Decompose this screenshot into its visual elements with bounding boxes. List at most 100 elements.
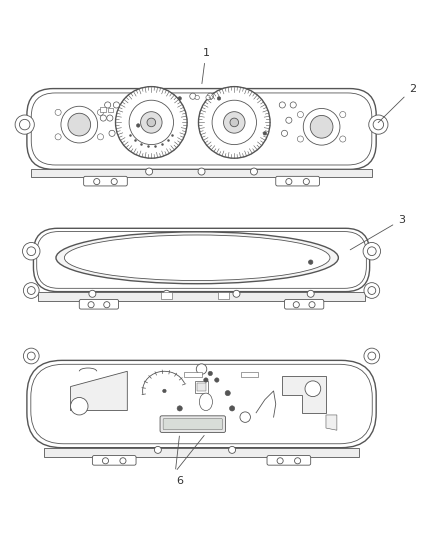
FancyBboxPatch shape bbox=[37, 231, 366, 288]
Circle shape bbox=[286, 179, 292, 184]
FancyBboxPatch shape bbox=[84, 176, 127, 186]
Circle shape bbox=[294, 458, 300, 464]
Circle shape bbox=[297, 136, 304, 142]
FancyBboxPatch shape bbox=[285, 300, 324, 309]
Circle shape bbox=[373, 119, 384, 130]
Polygon shape bbox=[326, 415, 337, 430]
Circle shape bbox=[223, 112, 245, 133]
FancyBboxPatch shape bbox=[31, 364, 372, 444]
Polygon shape bbox=[283, 376, 326, 413]
Text: 3: 3 bbox=[350, 215, 405, 250]
Circle shape bbox=[208, 372, 212, 376]
Circle shape bbox=[105, 102, 111, 108]
Circle shape bbox=[154, 446, 161, 454]
Bar bbox=[44, 448, 359, 457]
Circle shape bbox=[230, 406, 235, 411]
Circle shape bbox=[364, 348, 380, 364]
Circle shape bbox=[15, 115, 34, 134]
FancyBboxPatch shape bbox=[267, 456, 311, 465]
Circle shape bbox=[61, 106, 98, 143]
Circle shape bbox=[19, 119, 30, 130]
Bar bbox=[195, 381, 208, 393]
Circle shape bbox=[217, 96, 221, 100]
Bar bbox=[197, 383, 206, 391]
Circle shape bbox=[111, 179, 117, 184]
Circle shape bbox=[308, 260, 313, 264]
Circle shape bbox=[297, 111, 304, 118]
Circle shape bbox=[305, 381, 321, 397]
Circle shape bbox=[97, 109, 103, 116]
Circle shape bbox=[23, 282, 39, 298]
Circle shape bbox=[240, 412, 251, 422]
Circle shape bbox=[277, 458, 283, 464]
Circle shape bbox=[230, 118, 239, 127]
Circle shape bbox=[27, 352, 35, 360]
FancyBboxPatch shape bbox=[27, 88, 376, 169]
Circle shape bbox=[251, 168, 258, 175]
Circle shape bbox=[178, 96, 181, 100]
Circle shape bbox=[204, 378, 208, 382]
Circle shape bbox=[196, 364, 207, 374]
Bar bbox=[31, 169, 372, 177]
Circle shape bbox=[293, 302, 299, 308]
Circle shape bbox=[368, 287, 376, 294]
Circle shape bbox=[340, 136, 346, 142]
Circle shape bbox=[137, 124, 140, 127]
Circle shape bbox=[279, 102, 286, 108]
Circle shape bbox=[129, 100, 173, 144]
Circle shape bbox=[147, 118, 155, 127]
Circle shape bbox=[309, 302, 315, 308]
Circle shape bbox=[307, 290, 314, 297]
Circle shape bbox=[263, 132, 267, 135]
Circle shape bbox=[94, 179, 100, 184]
Circle shape bbox=[364, 282, 380, 298]
FancyBboxPatch shape bbox=[92, 456, 136, 465]
FancyBboxPatch shape bbox=[27, 360, 376, 448]
Circle shape bbox=[286, 117, 292, 123]
Circle shape bbox=[68, 113, 91, 136]
FancyBboxPatch shape bbox=[163, 418, 223, 430]
Circle shape bbox=[225, 391, 230, 395]
Text: 2: 2 bbox=[378, 84, 416, 123]
Ellipse shape bbox=[64, 235, 330, 280]
Circle shape bbox=[109, 130, 115, 136]
Circle shape bbox=[146, 168, 152, 175]
Circle shape bbox=[100, 115, 106, 121]
Circle shape bbox=[368, 352, 376, 360]
Circle shape bbox=[120, 458, 126, 464]
Circle shape bbox=[367, 247, 376, 256]
Circle shape bbox=[282, 130, 288, 136]
Circle shape bbox=[89, 290, 96, 297]
Circle shape bbox=[303, 179, 309, 184]
Circle shape bbox=[290, 102, 296, 108]
Circle shape bbox=[113, 102, 120, 108]
Circle shape bbox=[55, 134, 61, 140]
Circle shape bbox=[71, 398, 88, 415]
Text: 1: 1 bbox=[202, 48, 209, 84]
Circle shape bbox=[195, 95, 199, 100]
Circle shape bbox=[162, 389, 166, 393]
Circle shape bbox=[215, 378, 219, 382]
Bar bbox=[108, 108, 113, 112]
Circle shape bbox=[97, 134, 103, 140]
Circle shape bbox=[233, 290, 240, 297]
Bar bbox=[161, 293, 172, 300]
Circle shape bbox=[303, 108, 340, 145]
Circle shape bbox=[177, 406, 182, 411]
Circle shape bbox=[340, 111, 346, 118]
Bar bbox=[38, 292, 365, 301]
Circle shape bbox=[88, 302, 94, 308]
FancyBboxPatch shape bbox=[160, 416, 226, 432]
Circle shape bbox=[22, 243, 40, 260]
Circle shape bbox=[198, 87, 270, 158]
Circle shape bbox=[190, 93, 196, 99]
Circle shape bbox=[198, 168, 205, 175]
Circle shape bbox=[363, 243, 381, 260]
Circle shape bbox=[23, 348, 39, 364]
Bar bbox=[100, 107, 106, 111]
FancyBboxPatch shape bbox=[79, 300, 119, 309]
FancyBboxPatch shape bbox=[276, 176, 319, 186]
Circle shape bbox=[104, 302, 110, 308]
Circle shape bbox=[141, 112, 162, 133]
Circle shape bbox=[212, 100, 257, 144]
